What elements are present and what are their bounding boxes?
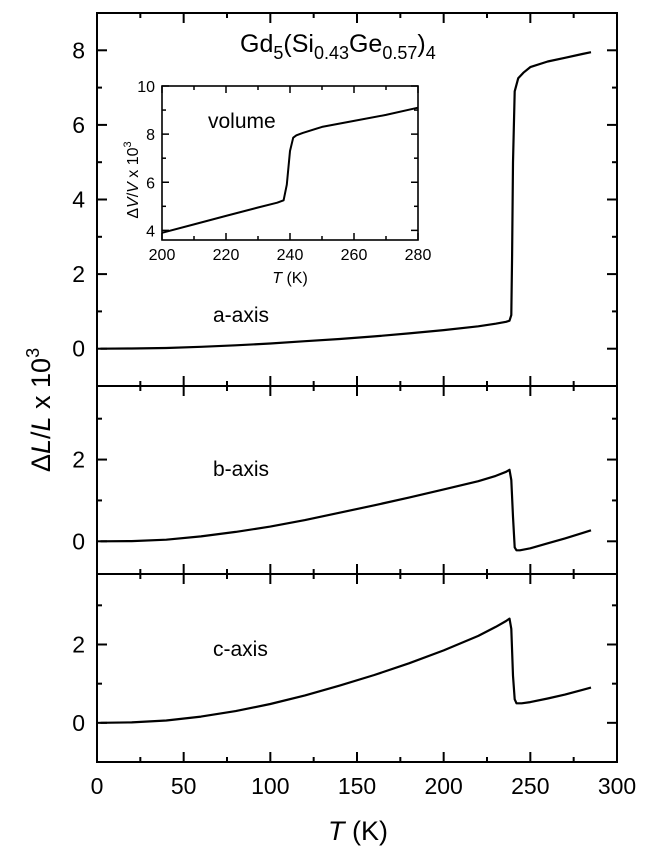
b-axis-series-line [100,468,592,552]
b-axis-label: b-axis [213,458,269,481]
c-axis-series-line [100,617,592,724]
inset-x-tick-label: 220 [213,247,240,264]
x-tick-label: 0 [91,773,104,799]
y-tick-label: 4 [72,187,85,213]
y-tick-label: 0 [72,336,85,362]
y-tick-label: 0 [72,528,85,554]
y-tick-label: 8 [72,37,85,63]
x-tick-label: 150 [338,773,376,799]
x-tick-label: 50 [171,773,197,799]
inset-x-tick-label: 200 [149,247,176,264]
c-axis-label: c-axis [213,638,268,661]
y-tick-label: 6 [72,112,85,138]
a-axis-label: a-axis [213,304,269,327]
inset-x-axis-label: T (K) [272,270,308,287]
y-tick-label: 2 [72,447,85,473]
inset-x-tick-label: 280 [405,247,432,264]
c-axis-frame [96,573,618,763]
inset-volume-label: volume [208,110,276,133]
y-tick-label: 2 [72,261,85,287]
x-tick-label: 250 [511,773,549,799]
inset-y-tick-label: 6 [146,175,155,192]
data-lines [100,51,592,724]
inset-y-tick-label: 10 [137,79,155,96]
a-axis-series-line [100,51,592,350]
inset-x-tick-label: 240 [277,247,304,264]
compound-title: Gd5(Si0.43Ge0.57)4 [240,30,436,63]
inset-frame [161,85,419,241]
x-axis-label: T (K) [328,816,388,846]
tick-labels: 0 2 4 6 8 0 2 0 2 0 50 100 150 200 250 300 [72,37,636,799]
x-tick-label: 300 [598,773,636,799]
inset-plot: 4 6 8 10 200 220 240 260 280 [137,79,431,264]
axis-ticks [96,12,618,763]
y-axis-label: ΔL/L x 103 [23,348,56,472]
inset-x-tick-label: 260 [341,247,368,264]
inset-y-tick-label: 8 [146,127,155,144]
x-tick-label: 100 [251,773,289,799]
x-tick-label: 200 [424,773,462,799]
y-tick-label: 0 [72,710,85,736]
inset-y-tick-label: 4 [146,223,155,240]
y-tick-label: 2 [72,632,85,658]
inset-volume-line [161,106,419,234]
inset-y-axis-label: ΔV/V x 103 [122,141,142,218]
